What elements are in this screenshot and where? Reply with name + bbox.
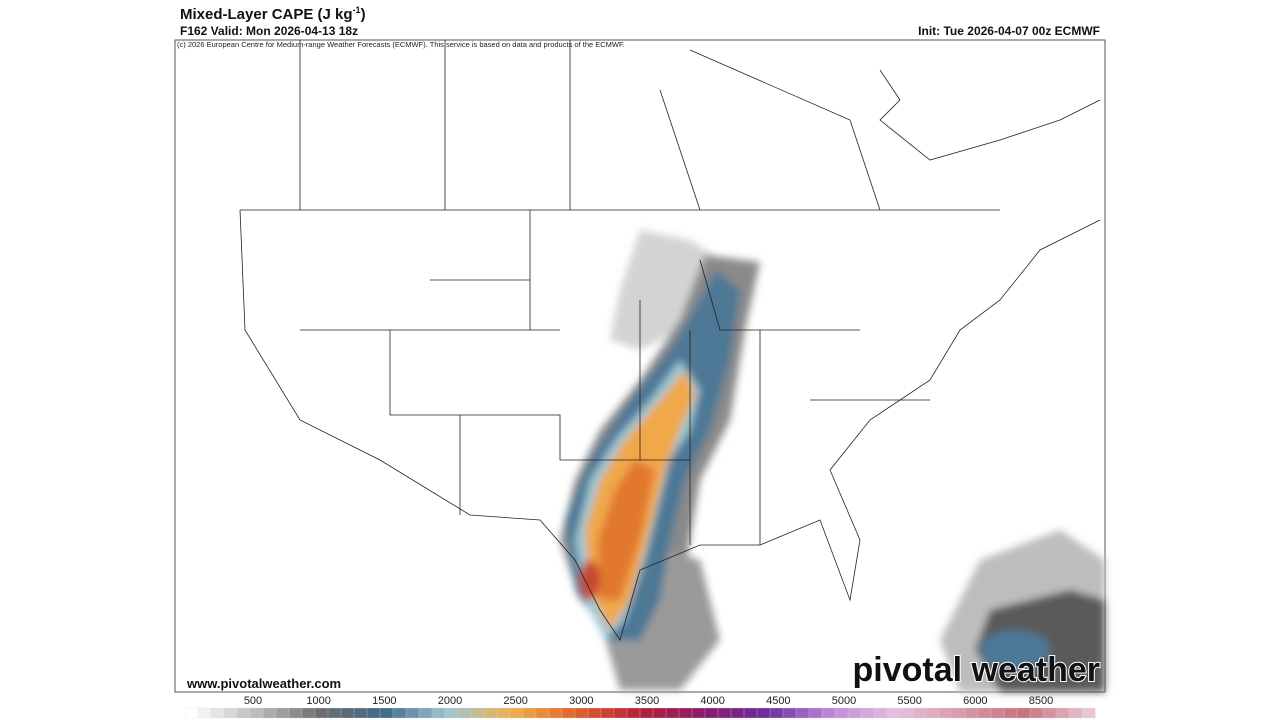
colorbar-cell xyxy=(509,707,524,719)
colorbar-cell xyxy=(1068,707,1083,719)
colorbar-cell xyxy=(470,707,485,719)
colorbar-label: 1000 xyxy=(306,695,330,707)
colorbar-cell xyxy=(392,707,407,719)
colorbar-cell xyxy=(782,707,797,719)
colorbar-cell xyxy=(613,707,628,719)
colorbar-cell xyxy=(756,707,771,719)
colorbar-cell xyxy=(964,707,979,719)
colorbar-cell xyxy=(977,707,992,719)
colorbar-cell xyxy=(275,707,290,719)
colorbar-label: 1500 xyxy=(372,695,396,707)
colorbar-cell xyxy=(873,707,888,719)
colorbar-cell xyxy=(236,707,251,719)
colorbar-cell xyxy=(301,707,316,719)
colorbar-cell xyxy=(327,707,342,719)
colorbar-cell xyxy=(600,707,615,719)
colorbar-cell xyxy=(561,707,576,719)
colorbar-cell xyxy=(340,707,355,719)
title: Mixed-Layer CAPE (J kg-1) xyxy=(180,5,366,23)
colorbar-cell xyxy=(1016,707,1031,719)
colorbar-cell xyxy=(249,707,264,719)
colorbar-label: 2500 xyxy=(503,695,527,707)
colorbar-cell xyxy=(704,707,719,719)
colorbar-label: 4500 xyxy=(766,695,790,707)
colorbar-cell xyxy=(405,707,420,719)
colorbar-cell xyxy=(366,707,381,719)
colorbar-cell xyxy=(1029,707,1044,719)
colorbar-label: 6000 xyxy=(963,695,987,707)
colorbar-cell xyxy=(483,707,498,719)
colorbar-cell xyxy=(821,707,836,719)
colorbar-cell xyxy=(899,707,914,719)
colorbar-cell xyxy=(431,707,446,719)
colorbar-cell xyxy=(262,707,277,719)
colorbar-cell xyxy=(223,707,238,719)
map-field xyxy=(560,230,1105,692)
colorbar-cell xyxy=(925,707,940,719)
colorbar-label: 8500 xyxy=(1029,695,1053,707)
colorbar-cell xyxy=(990,707,1005,719)
copyright: (c) 2026 European Centre for Medium-rang… xyxy=(177,40,625,49)
colorbar-cell xyxy=(951,707,966,719)
colorbar-cell xyxy=(717,707,732,719)
colorbar-cell xyxy=(522,707,537,719)
colorbar-label: 5500 xyxy=(897,695,921,707)
colorbar-cell xyxy=(1055,707,1070,719)
colorbar-cell xyxy=(535,707,550,719)
colorbar-cell xyxy=(1081,707,1096,719)
colorbar-cell xyxy=(197,707,212,719)
colorbar-label: 5000 xyxy=(832,695,856,707)
colorbar-label: 3000 xyxy=(569,695,593,707)
colorbar-cell xyxy=(1003,707,1018,719)
colorbar-label: 3500 xyxy=(635,695,659,707)
colorbar-cell xyxy=(639,707,654,719)
colorbar-cell xyxy=(496,707,511,719)
colorbar-cell xyxy=(691,707,706,719)
boundaries xyxy=(239,40,1101,641)
colorbar-cell xyxy=(769,707,784,719)
colorbar-label: 500 xyxy=(244,695,262,707)
colorbar-cell xyxy=(886,707,901,719)
colorbar-cell xyxy=(665,707,680,719)
colorbar-cell xyxy=(847,707,862,719)
colorbar-cell xyxy=(834,707,849,719)
colorbar-cell xyxy=(457,707,472,719)
watermark: pivotal weather xyxy=(852,651,1100,689)
colorbar-cell xyxy=(418,707,433,719)
colorbar-cell xyxy=(795,707,810,719)
colorbar-cell xyxy=(808,707,823,719)
colorbar-cell xyxy=(912,707,927,719)
colorbar-cell xyxy=(938,707,953,719)
colorbar-cell xyxy=(574,707,589,719)
colorbar-cell xyxy=(353,707,368,719)
colorbar-cell xyxy=(379,707,394,719)
valid-time: F162 Valid: Mon 2026-04-13 18z xyxy=(180,24,358,38)
colorbar-cell xyxy=(678,707,693,719)
website: www.pivotalweather.com xyxy=(186,676,341,691)
colorbar-cell xyxy=(314,707,329,719)
colorbar-cell xyxy=(184,707,199,719)
colorbar: 500 1000 1500 2000 2500 3000 3500 4000 4500 5000 5… xyxy=(184,695,1096,719)
colorbar-cell xyxy=(626,707,641,719)
colorbar-cell xyxy=(444,707,459,719)
colorbar-cell xyxy=(1042,707,1057,719)
colorbar-cell xyxy=(860,707,875,719)
colorbar-cell xyxy=(548,707,563,719)
init-time: Init: Tue 2026-04-07 00z ECMWF xyxy=(918,24,1100,38)
colorbar-cell xyxy=(587,707,602,719)
colorbar-cell xyxy=(730,707,745,719)
colorbar-cell xyxy=(652,707,667,719)
colorbar-cell xyxy=(210,707,225,719)
colorbar-cell xyxy=(288,707,303,719)
colorbar-cell xyxy=(743,707,758,719)
colorbar-label: 2000 xyxy=(438,695,462,707)
colorbar-label: 4000 xyxy=(700,695,724,707)
